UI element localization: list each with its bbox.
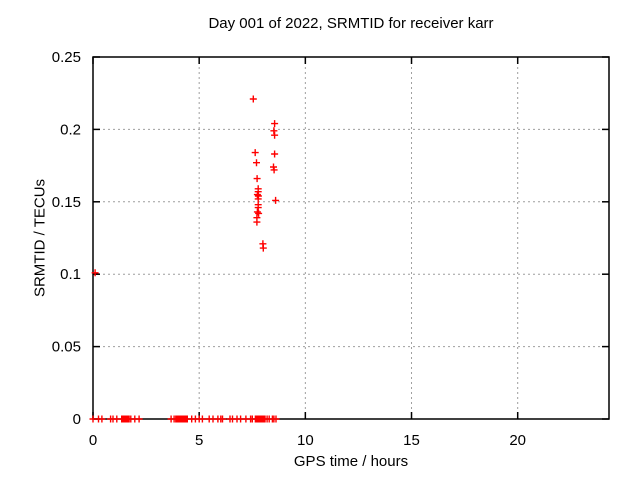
y-tick-label: 0.15	[52, 194, 81, 211]
x-tick-label: 15	[403, 432, 420, 449]
chart-title: Day 001 of 2022, SRMTID for receiver kar…	[208, 15, 494, 32]
y-tick-label: 0.1	[60, 266, 81, 283]
y-tick-label: 0.25	[52, 49, 81, 66]
y-tick-label: 0.05	[52, 339, 81, 356]
x-tick-label: 5	[195, 432, 203, 449]
y-tick-label: 0.2	[60, 121, 81, 138]
plot-border	[92, 56, 610, 420]
x-tick-label: 20	[509, 432, 526, 449]
x-axis-title: GPS time / hours	[293, 453, 409, 470]
y-tick-label: 0	[73, 411, 81, 428]
x-tick-label: 10	[297, 432, 314, 449]
data-points	[89, 95, 280, 423]
x-tick-label: 0	[89, 432, 97, 449]
